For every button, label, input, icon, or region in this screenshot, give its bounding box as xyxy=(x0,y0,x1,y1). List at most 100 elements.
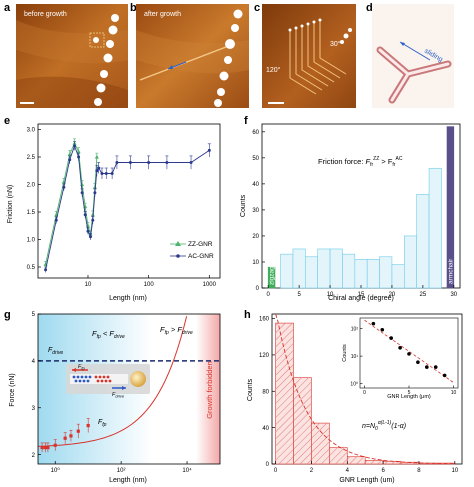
y-tick-label-f: 30 xyxy=(252,208,259,214)
y-axis-label-f: Counts xyxy=(240,194,247,217)
x-tick-label-h: 8 xyxy=(417,468,421,474)
x-tick-label-f: 20 xyxy=(389,292,396,298)
y-tick-label-f: 10 xyxy=(252,260,259,266)
x-tick-label-h: 6 xyxy=(381,468,385,474)
fp-label-g: Ffp xyxy=(98,419,107,428)
x-tick-label-e: 100 xyxy=(144,282,155,288)
inset-data-point xyxy=(380,327,385,332)
histogram-bar xyxy=(446,126,455,289)
histogram-hatch-h xyxy=(275,323,294,464)
histogram-bar xyxy=(428,167,442,289)
x-axis-label-g: Length (nm) xyxy=(109,477,147,484)
x-tick-label-h: 4 xyxy=(346,468,350,474)
histogram-bar xyxy=(416,193,430,289)
axis-ticks-e: 0.5 1.0 1.5 2.0 2.5 3.0 10 100 1000 xyxy=(27,128,217,288)
data-point-ac xyxy=(54,218,58,222)
inset-plot-h: 10⁰ 10¹ 10² 0 5 10 xyxy=(350,319,457,396)
data-point-zz xyxy=(67,152,72,156)
inset-x-tick-label: 10 xyxy=(451,390,457,396)
data-point-ac xyxy=(189,161,193,164)
region-label-left: Ffp < Fdrive xyxy=(92,329,125,340)
histogram-bar xyxy=(391,264,405,289)
histogram-hatch-h xyxy=(293,377,312,464)
panel-a: a before growth xyxy=(4,2,128,108)
y-tick-label-f: 50 xyxy=(252,156,259,162)
inset-x-tick-label: 0 xyxy=(363,390,366,396)
y-tick-label-h: 40 xyxy=(262,426,269,432)
data-point-ac xyxy=(95,169,99,173)
axis-ticks-g: 2 3 4 5 10⁰ 10² 10⁴ xyxy=(32,312,192,474)
histogram-h xyxy=(275,322,456,465)
plot-frame-e xyxy=(37,123,221,279)
y-tick-label-f: 60 xyxy=(252,130,259,136)
data-point-ac xyxy=(80,191,84,195)
data-point-g xyxy=(69,434,73,438)
panel-a-letter: a xyxy=(4,2,11,14)
x-tick-label-f: 0 xyxy=(267,292,271,298)
inset-data-point xyxy=(407,352,411,356)
gold-particles-a xyxy=(93,14,119,106)
histogram-bar xyxy=(342,253,356,289)
inset-data-point xyxy=(433,365,438,369)
y-tick-label-e: 3.0 xyxy=(27,128,36,134)
panel-f: f zigzag armchair 0 10 20 30 40 50 60 0 5 10 15 20 25… xyxy=(240,115,461,302)
data-points-g xyxy=(40,418,90,453)
angle-label-120: 120° xyxy=(266,66,281,74)
inset-y-tick-label: 10⁰ xyxy=(350,382,358,388)
inset-data-point xyxy=(416,360,420,365)
friction-force-annotation: Friction force: FfrZZ > FfrAC xyxy=(318,156,403,168)
y-tick-label-e: 2.5 xyxy=(27,155,36,161)
data-point-g xyxy=(63,436,67,440)
y-tick-label-f: 0 xyxy=(256,286,260,292)
inset-y-tick-label: 10¹ xyxy=(351,354,359,360)
data-point-ac xyxy=(77,155,81,159)
x-axis-label-e: Length (nm) xyxy=(109,295,147,302)
histogram-bar xyxy=(305,256,318,289)
inset-fit-line xyxy=(364,319,454,383)
data-point-g xyxy=(46,445,50,450)
histogram-bar xyxy=(267,266,276,289)
histogram-hatch-h xyxy=(311,423,330,464)
series-line-ac xyxy=(45,144,210,270)
fp-curve-g xyxy=(37,316,220,447)
y-tick-label-e: 0.5 xyxy=(27,265,36,271)
x-tick-label-h: 2 xyxy=(310,468,314,474)
growth-forbidden-label: Growth forbidden xyxy=(205,361,214,419)
axis-ticks-h: 0 40 80 120 160 0 2 4 6 8 10 xyxy=(259,317,459,474)
x-tick-label-f: 5 xyxy=(297,292,301,298)
data-point-ac xyxy=(104,172,108,175)
x-axis-label-h: GNR Length (um) xyxy=(339,477,394,484)
x-tick-label-h: 0 xyxy=(274,468,278,474)
panel-c: c 30° 120° xyxy=(254,2,356,108)
y-tick-label-g: 5 xyxy=(32,312,36,318)
highlight-box-a xyxy=(89,32,105,48)
panel-b-label: after growth xyxy=(144,11,181,18)
x-tick-label-f: 15 xyxy=(358,292,365,298)
y-axis-label-g: Force (nN) xyxy=(9,373,16,406)
panel-e: e 0.5 1.0 1.5 2.0 2.5 3.0 10 100 1000 Length (nm… xyxy=(4,115,221,302)
histogram-bar xyxy=(317,248,331,289)
data-point-g xyxy=(76,429,80,433)
inset-x-tick-label: 5 xyxy=(408,390,411,396)
panel-a-label: before growth xyxy=(24,11,67,18)
panel-c-letter: c xyxy=(254,2,260,14)
fp-curve xyxy=(37,316,188,447)
histogram-bar xyxy=(354,259,368,289)
panel-e-letter: e xyxy=(4,115,10,127)
legend-e: ZZ-GNR AC-GNR xyxy=(170,241,214,260)
gold-particles-b xyxy=(214,9,243,107)
inset-data-point xyxy=(398,345,402,350)
inset-data-point xyxy=(371,321,376,326)
panel-h: h 0 40 80 120 160 0 2 4 6 8 10 n=N0α(L-1)(1-α) 10⁰… xyxy=(244,309,463,484)
panel-b: b after growth xyxy=(130,2,249,108)
data-point-ac xyxy=(62,185,66,189)
x-tick-label-e: 10 xyxy=(85,282,92,288)
histogram-bar xyxy=(366,259,380,289)
sliding-arrow-d xyxy=(399,41,431,61)
data-point-g xyxy=(43,445,47,450)
y-axis-label-h: Counts xyxy=(247,378,254,401)
panel-f-letter: f xyxy=(244,115,248,127)
data-point-ac xyxy=(207,148,211,152)
drive-label-g: Fdrive xyxy=(48,347,63,356)
y-tick-label-h: 160 xyxy=(259,317,270,323)
